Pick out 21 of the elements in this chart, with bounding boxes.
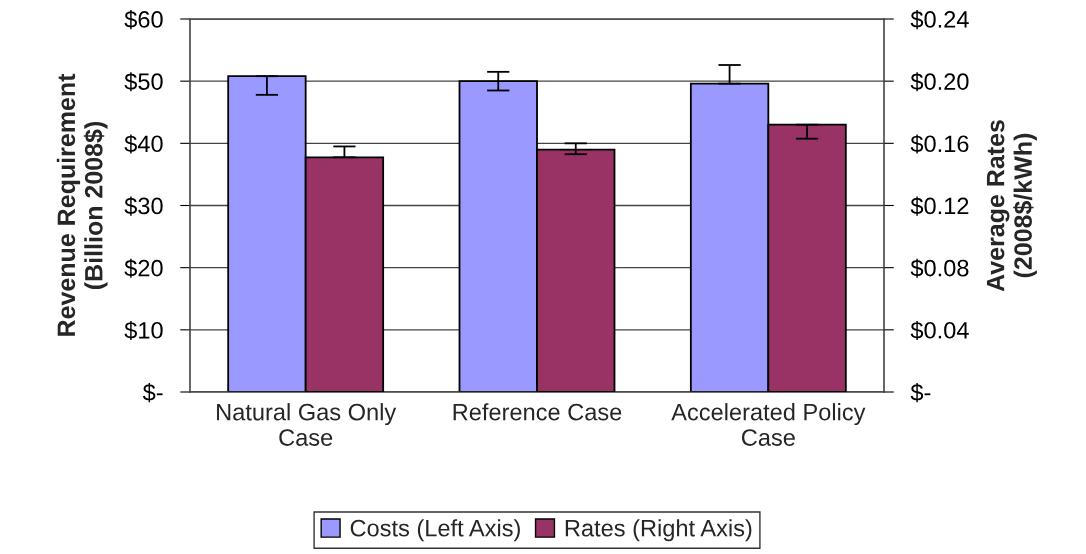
legend-label: Rates (Right Axis) [565,519,752,542]
x-tick-label: Reference Case [453,403,622,421]
legend-label: Costs (Left Axis) [350,519,520,542]
y-tick-label: $60 [124,10,163,30]
y-tick-label: $20 [124,258,163,278]
y-tick-label: $10 [124,320,163,341]
y2-tick-label: $0.04 [910,320,969,341]
x-tick-label: Accelerated Policy Case [671,403,866,446]
y-tick-label: $- [142,383,163,403]
y2-tick-label: $0.24 [910,10,969,30]
y2-axis-title: Average Rates (2008$/kWh) [986,120,1037,292]
y2-tick-label: $0.08 [910,258,969,278]
y2-tick-label: $- [910,383,931,403]
x-tick-label: Natural Gas Only Case [217,403,397,446]
y-tick-label: $50 [124,72,163,92]
y-axis-title: Revenue Requirement (Billion 2008$) [56,73,108,336]
y2-tick-label: $0.20 [910,72,969,92]
y2-tick-label: $0.12 [910,196,969,216]
y-tick-label: $40 [124,134,163,154]
y2-tick-label: $0.16 [910,134,969,154]
y-tick-label: $30 [124,196,163,216]
